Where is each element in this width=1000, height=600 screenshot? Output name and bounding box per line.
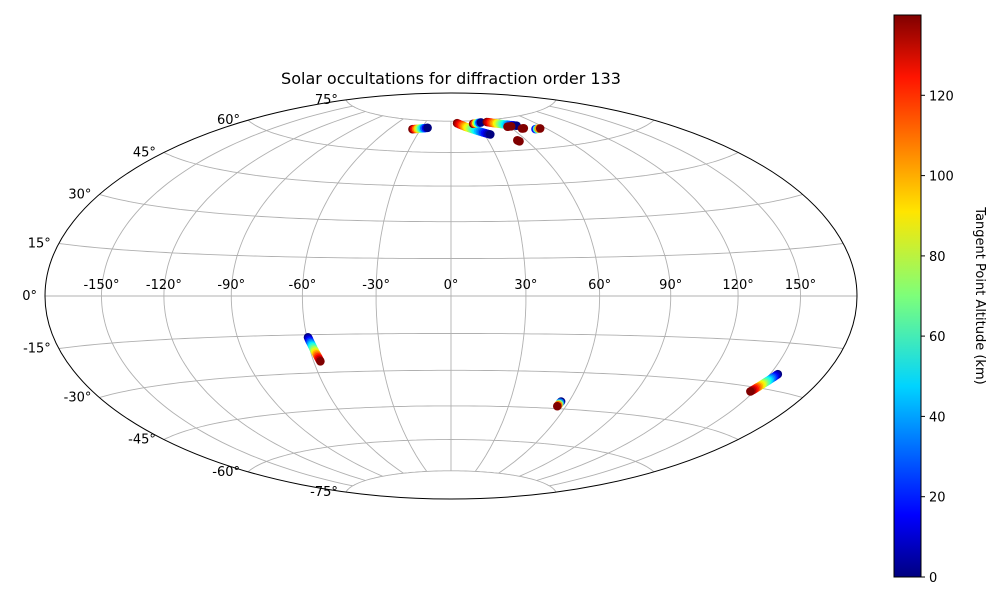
lat-tick-label: 75° bbox=[315, 93, 338, 108]
lon-tick-label: 120° bbox=[722, 278, 753, 293]
lon-tick-label: -30° bbox=[362, 278, 390, 293]
parallel-gridline bbox=[99, 194, 803, 223]
parallel-gridline bbox=[345, 470, 557, 493]
lat-tick-label: -45° bbox=[128, 433, 156, 448]
lat-tick-label: -15° bbox=[23, 342, 51, 357]
lon-tick-label: -90° bbox=[217, 278, 245, 293]
lon-tick-label: -120° bbox=[146, 278, 182, 293]
occultation-points bbox=[303, 117, 783, 411]
occultation-point bbox=[553, 401, 562, 411]
lon-tick-label: -60° bbox=[289, 278, 317, 293]
colorbar-ticks: 0 20 40 60 80 100 120 bbox=[921, 89, 954, 586]
lon-tick-label: 30° bbox=[514, 278, 537, 293]
occultation-point bbox=[316, 357, 325, 366]
parallel-gridline bbox=[345, 99, 557, 122]
map-boundary bbox=[44, 92, 858, 500]
colorbar-tick-label: 100 bbox=[929, 170, 954, 185]
lon-tick-label: 60° bbox=[588, 278, 611, 293]
lat-tick-label: 15° bbox=[28, 237, 51, 252]
occultation-point bbox=[486, 130, 495, 139]
colorbar-tick-label: 120 bbox=[929, 89, 954, 104]
lat-tick-label: 30° bbox=[68, 188, 91, 203]
occultation-point bbox=[535, 124, 545, 133]
map-gridlines bbox=[45, 99, 857, 493]
lat-tick-label: -60° bbox=[212, 465, 240, 480]
lon-tick-label: 0° bbox=[444, 278, 459, 293]
parallel-gridline bbox=[163, 405, 739, 440]
parallel-gridline bbox=[247, 439, 655, 473]
parallel-gridline bbox=[99, 369, 803, 398]
colorbar-tick-label: 60 bbox=[929, 330, 946, 345]
occultation-point bbox=[506, 122, 516, 131]
latitude-tick-labels: 75° 60° 45° 30° 15° 0° -15° -30° -45° -60° -75° bbox=[22, 93, 338, 500]
occultation-point bbox=[515, 137, 524, 146]
colorbar-gradient bbox=[893, 14, 922, 578]
colorbar-tick-label: 40 bbox=[929, 410, 946, 425]
lat-tick-label: -30° bbox=[64, 391, 92, 406]
occultation-point bbox=[423, 123, 432, 133]
chart-title: Solar occultations for diffraction order… bbox=[281, 69, 621, 88]
lat-tick-label: 0° bbox=[22, 289, 37, 304]
colorbar-tick-label: 80 bbox=[929, 250, 946, 265]
lat-tick-label: 60° bbox=[217, 113, 240, 128]
colorbar: 0 20 40 60 80 100 120 Tangent Point Altitude (… bbox=[893, 14, 987, 586]
parallel-gridline bbox=[58, 243, 844, 259]
lon-tick-label: -150° bbox=[83, 278, 119, 293]
parallel-gridline bbox=[163, 152, 739, 187]
lat-tick-label: -75° bbox=[310, 485, 338, 500]
colorbar-label: Tangent Point Altitude (km) bbox=[972, 206, 987, 384]
longitude-tick-labels: -150° -120° -90° -60° -30° 0° 30° 60° 90° 120° 150… bbox=[83, 278, 816, 293]
parallel-gridline bbox=[247, 119, 655, 153]
colorbar-tick-label: 0 bbox=[929, 571, 937, 586]
occultation-point bbox=[519, 124, 529, 133]
lat-tick-label: 45° bbox=[133, 146, 156, 161]
occultation-point bbox=[746, 387, 755, 396]
colorbar-tick-label: 20 bbox=[929, 491, 946, 506]
parallel-gridline bbox=[58, 333, 844, 349]
lon-tick-label: 150° bbox=[785, 278, 816, 293]
lon-tick-label: 90° bbox=[659, 278, 682, 293]
